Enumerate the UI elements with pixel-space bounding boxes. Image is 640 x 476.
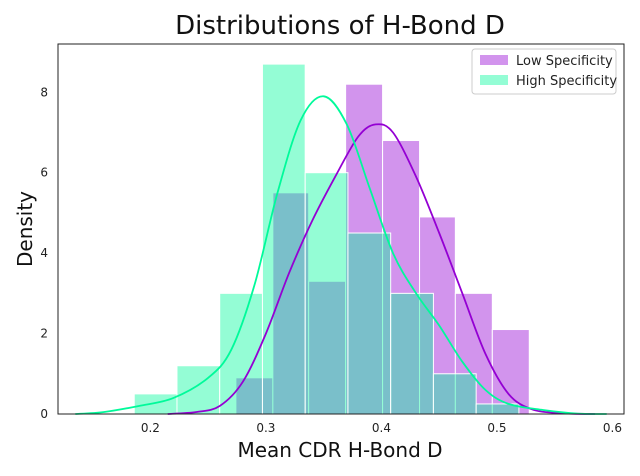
x-tick-labels: 0.2 0.3 0.4 0.5 0.6 [141, 421, 622, 435]
bar-high-specificity-7 [432, 373, 477, 415]
legend-swatch-low-specificity [480, 55, 508, 65]
y-tick-label: 8 [40, 85, 48, 99]
x-tick-label: 0.4 [372, 421, 391, 435]
x-tick-label: 0.3 [256, 421, 275, 435]
bar-low-specificity-3 [345, 83, 384, 415]
chart-title: Distributions of H-Bond D [175, 11, 505, 41]
bars-layer [133, 63, 530, 415]
bar-high-specificity-5 [347, 232, 392, 415]
kde-line-low-specificity [167, 123, 596, 415]
y-tick-label: 2 [40, 327, 48, 341]
legend-box [471, 48, 617, 95]
x-tick-label: 0.5 [487, 421, 506, 435]
x-tick-label: 0.2 [141, 421, 160, 435]
bar-low-specificity-2 [308, 280, 347, 415]
legend-label-high-specificity: High Specificity [516, 74, 617, 89]
bar-high-specificity-3 [261, 63, 306, 415]
plot-frame [57, 43, 625, 415]
bar-low-specificity-5 [419, 216, 456, 415]
y-tick-label: 4 [40, 246, 48, 260]
y-tick-label: 6 [40, 166, 48, 180]
bar-high-specificity-6 [390, 292, 434, 415]
y-axis-label: Density [13, 191, 37, 267]
y-tick-labels: 0 2 4 6 8 [40, 85, 48, 421]
legend: Low Specificity High Specificity [471, 48, 617, 95]
x-axis-label: Mean CDR H-Bond D [237, 438, 442, 462]
bar-high-specificity-2 [219, 292, 263, 415]
bar-low-specificity-1 [272, 192, 310, 415]
legend-label-low-specificity: Low Specificity [516, 54, 613, 69]
bar-high-specificity-4 [304, 172, 349, 415]
legend-swatch-high-specificity [480, 75, 508, 85]
kde-layer [75, 95, 607, 415]
kde-line-high-specificity [75, 95, 607, 415]
bar-high-specificity-0 [133, 393, 178, 415]
bar-low-specificity-7 [491, 329, 530, 415]
x-tick-label: 0.6 [603, 421, 622, 435]
y-tick-label: 0 [40, 407, 48, 421]
